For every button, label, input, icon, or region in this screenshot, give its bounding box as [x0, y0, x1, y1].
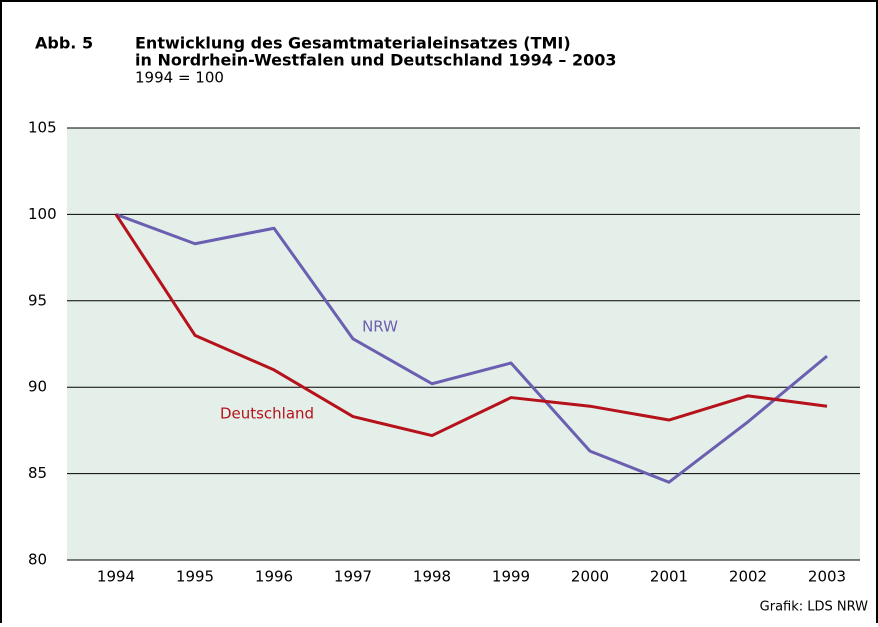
x-tick-label: 2003	[808, 568, 846, 586]
chart-title: Entwicklung des Gesamtmaterialeinsatzes …	[135, 34, 571, 53]
x-tick-label: 1998	[413, 568, 451, 586]
x-tick-label: 2002	[729, 568, 767, 586]
figure-label: Abb. 5	[35, 34, 93, 53]
plot-area	[67, 128, 860, 560]
x-tick-label: 1994	[97, 568, 135, 586]
y-tick-label: 90	[28, 378, 47, 396]
x-tick-label: 2001	[650, 568, 688, 586]
chart-subtitle: 1994 = 100	[135, 69, 224, 87]
x-tick-label: 2000	[571, 568, 609, 586]
y-tick-label: 100	[28, 205, 57, 223]
series-line	[115, 212, 828, 484]
y-tick-label: 85	[28, 464, 47, 482]
chart-title: in Nordrhein-Westfalen und Deutschland 1…	[135, 51, 617, 70]
x-tick-label: 1997	[334, 568, 372, 586]
y-tick-label: 105	[28, 119, 57, 137]
series-label: Deutschland	[220, 405, 314, 423]
source: Grafik: LDS NRW	[760, 600, 868, 615]
y-tick-label: 95	[28, 291, 47, 309]
x-tick-label: 1999	[492, 568, 530, 586]
x-tick-label: 1996	[255, 568, 293, 586]
x-tick-label: 1995	[176, 568, 214, 586]
y-tick-label: 80	[28, 551, 47, 569]
series-label: NRW	[362, 318, 398, 336]
series-line	[114, 213, 828, 438]
